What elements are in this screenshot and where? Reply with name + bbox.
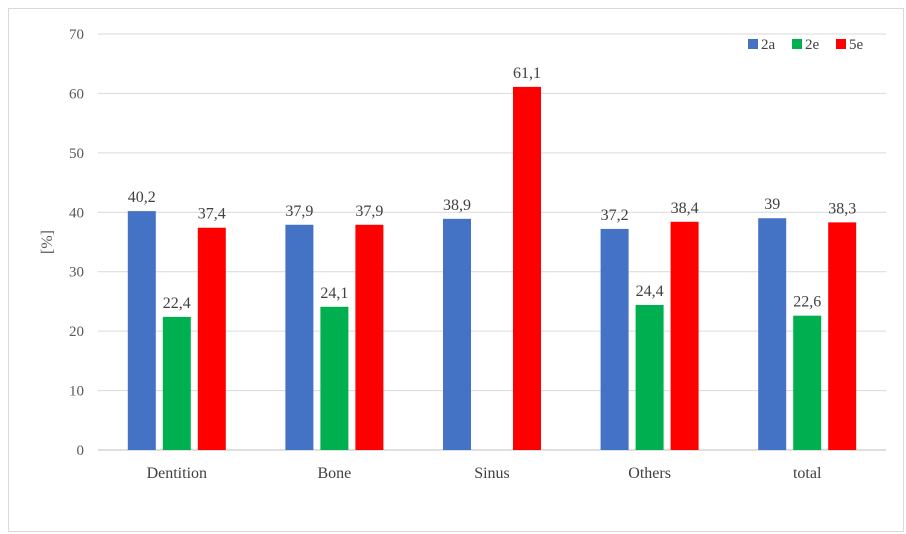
y-axis-label: [%] xyxy=(39,230,56,254)
bar-2e-others xyxy=(635,304,664,450)
data-label: 37,2 xyxy=(601,207,629,224)
x-tick-label: total xyxy=(793,465,822,482)
data-label: 38,4 xyxy=(671,200,699,217)
bar-5e-sinus xyxy=(513,86,541,451)
legend-swatch xyxy=(748,39,758,49)
y-tick-label: 0 xyxy=(77,443,85,459)
legend-label: 2e xyxy=(805,37,820,53)
bar-2a-total xyxy=(758,218,787,450)
bar-2a-dentition xyxy=(127,211,156,450)
gridlines xyxy=(98,33,886,451)
data-label: 22,4 xyxy=(163,295,191,312)
legend: 2a 2e 5e xyxy=(748,37,864,53)
x-axis: Dentition Bone Sinus Others total xyxy=(147,465,822,482)
bar-2e-total xyxy=(793,315,822,450)
y-tick-label: 20 xyxy=(69,324,84,340)
x-tick-label: Dentition xyxy=(147,465,207,482)
y-tick-label: 30 xyxy=(69,265,84,281)
x-tick-label: Sinus xyxy=(474,465,510,482)
bar-2a-others xyxy=(600,228,629,450)
bar-2a-sinus xyxy=(443,218,471,450)
data-label: 61,1 xyxy=(513,65,541,82)
bar-5e-dentition xyxy=(197,227,226,450)
bar-2e-bone xyxy=(320,306,349,450)
data-label: 37,4 xyxy=(198,206,226,223)
data-label: 38,3 xyxy=(828,200,856,217)
y-axis: 0 10 20 30 40 50 60 70 xyxy=(69,27,84,459)
legend-label: 2a xyxy=(761,37,776,53)
bar-2e-dentition xyxy=(162,316,191,450)
data-label: 38,9 xyxy=(443,197,471,214)
x-tick-label: Bone xyxy=(318,465,352,482)
bar-5e-bone xyxy=(355,224,384,450)
data-labels: 40,2 22,4 37,4 37,9 24,1 37,9 38,9 61,1 37,2 24,4… xyxy=(128,65,856,312)
data-label: 37,9 xyxy=(355,203,383,220)
data-label: 22,6 xyxy=(793,294,821,311)
data-label: 39 xyxy=(764,196,780,213)
x-tick-label: Others xyxy=(628,465,671,482)
bar-2a-bone xyxy=(285,224,314,450)
y-tick-label: 10 xyxy=(69,384,84,400)
data-label: 37,9 xyxy=(285,203,313,220)
legend-label: 5e xyxy=(849,37,864,53)
y-tick-label: 50 xyxy=(69,146,84,162)
data-label: 40,2 xyxy=(128,189,156,206)
y-tick-label: 70 xyxy=(69,27,84,43)
legend-swatch xyxy=(836,39,846,49)
y-tick-label: 60 xyxy=(69,86,84,102)
bar-5e-others xyxy=(670,221,699,450)
data-label: 24,1 xyxy=(320,285,348,302)
y-tick-label: 40 xyxy=(69,205,84,221)
bar-5e-total xyxy=(828,222,857,450)
legend-swatch xyxy=(792,39,802,49)
data-label: 24,4 xyxy=(636,283,664,300)
bars xyxy=(127,86,857,451)
